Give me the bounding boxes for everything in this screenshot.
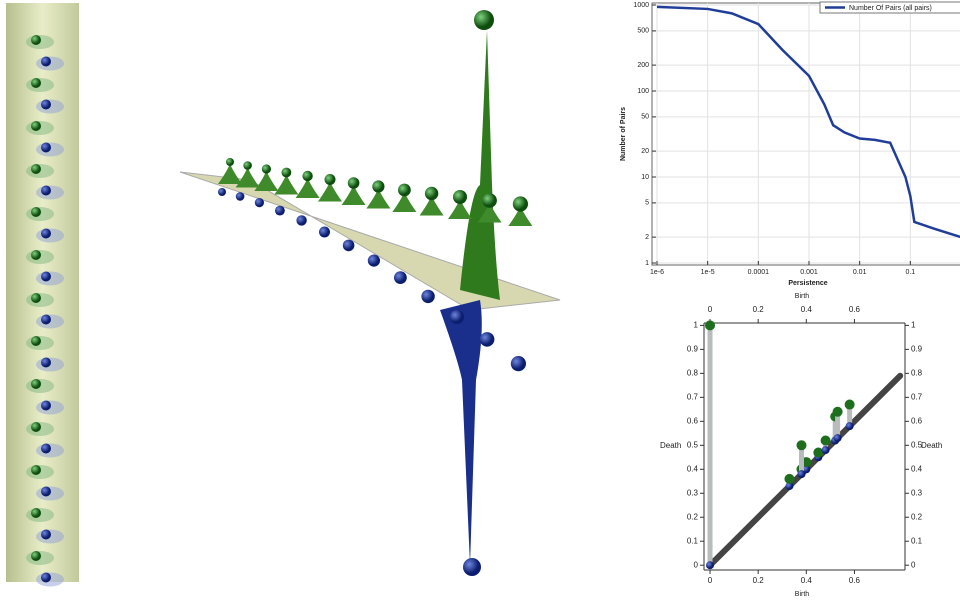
y-tick-label: 0.3 (687, 488, 699, 497)
death-point (784, 473, 795, 484)
y-tick-label: 20 (641, 148, 649, 155)
y-tick-label: 5 (645, 200, 649, 207)
birth-point (706, 561, 715, 570)
x-tick-label: 0 (708, 305, 713, 314)
x-tick-label: 0.6 (849, 305, 861, 314)
plot-area (651, 2, 960, 266)
x-tick-label: 0.1 (905, 269, 915, 276)
x-tick-label: 0.4 (801, 305, 813, 314)
x-axis-label: Persistence (788, 280, 827, 287)
y-tick-label: 10 (641, 174, 649, 181)
birth-point (797, 470, 806, 479)
y-tick-label: 0.6 (687, 416, 699, 425)
x-tick-label: 0.0001 (748, 269, 770, 276)
death-point (796, 440, 807, 451)
y-tick-label: 1 (694, 321, 699, 330)
y-tick-label: 200 (637, 62, 649, 69)
birth-point (845, 422, 854, 431)
x-tick-label: 0.01 (853, 269, 867, 276)
x-axis-label: Birth (795, 591, 810, 598)
persistence-diagram: 0 00.1 0.10.2 0.20.3 0.30.4 0.40.5 0.50.6 0.60.… (660, 293, 942, 598)
y-tick-label: 0.1 (687, 536, 699, 545)
x-tick-label: 0.2 (753, 305, 765, 314)
x-tick-label: 0 (708, 576, 713, 585)
y-tick-label: 0.7 (911, 392, 923, 401)
y-tick-label: 500 (637, 28, 649, 35)
y-tick-label: 100 (637, 88, 649, 95)
death-point (844, 399, 855, 410)
death-point (832, 406, 843, 417)
birth-point (821, 446, 830, 455)
death-point (820, 435, 831, 446)
x-tick-label: 0.2 (753, 576, 765, 585)
y-axis-label: Death (921, 441, 942, 450)
y-tick-label: 0.4 (911, 464, 923, 473)
y-tick-label: 50 (641, 114, 649, 121)
y-tick-label: 0.2 (687, 512, 699, 521)
y-tick-label: 0.5 (687, 440, 699, 449)
y-tick-label: 0.6 (911, 416, 923, 425)
y-tick-label: 0.3 (911, 488, 923, 497)
y-tick-label: 0.2 (911, 512, 923, 521)
x-tick-label: 1e-6 (650, 269, 664, 276)
y-tick-label: 1000 (633, 2, 649, 9)
x-tick-label: 0.001 (800, 269, 818, 276)
x-axis-label: Birth (795, 293, 810, 300)
death-point (705, 320, 716, 331)
y-tick-label: 0 (911, 560, 916, 569)
y-tick-label: 0.4 (687, 464, 699, 473)
series-line (656, 5, 960, 239)
birth-point (833, 434, 842, 443)
y-tick-label: 1 (645, 260, 649, 267)
y-tick-label: 2 (645, 234, 649, 241)
birth-point (785, 482, 794, 491)
y-tick-label: 1 (911, 321, 916, 330)
y-axis-label: Death (660, 441, 681, 450)
scalar-field-view (6, 3, 79, 587)
y-tick-label: 0.9 (911, 344, 923, 353)
y-tick-label: 0.5 (911, 440, 923, 449)
x-tick-label: 0.4 (801, 576, 813, 585)
death-point (813, 447, 824, 458)
legend-box (819, 1, 960, 14)
y-tick-label: 0.8 (687, 368, 699, 377)
persistence-curve: 1 2 5 10 20 50 100 200 500 1000 1e-6 1e-5 0.0001 0.00… (620, 1, 960, 287)
y-tick-label: 0.9 (687, 344, 699, 353)
y-tick-label: 0.7 (687, 392, 699, 401)
y-tick-label: 0.1 (911, 536, 923, 545)
legend-label: Number Of Pairs (all pairs) (849, 5, 932, 12)
y-tick-label: 0 (694, 560, 699, 569)
y-axis-label: Number of Pairs (620, 107, 627, 161)
x-tick-label: 1e-5 (701, 269, 715, 276)
x-tick-label: 0.6 (849, 576, 861, 585)
terrain-view (179, 10, 561, 576)
y-tick-label: 0.8 (911, 368, 923, 377)
